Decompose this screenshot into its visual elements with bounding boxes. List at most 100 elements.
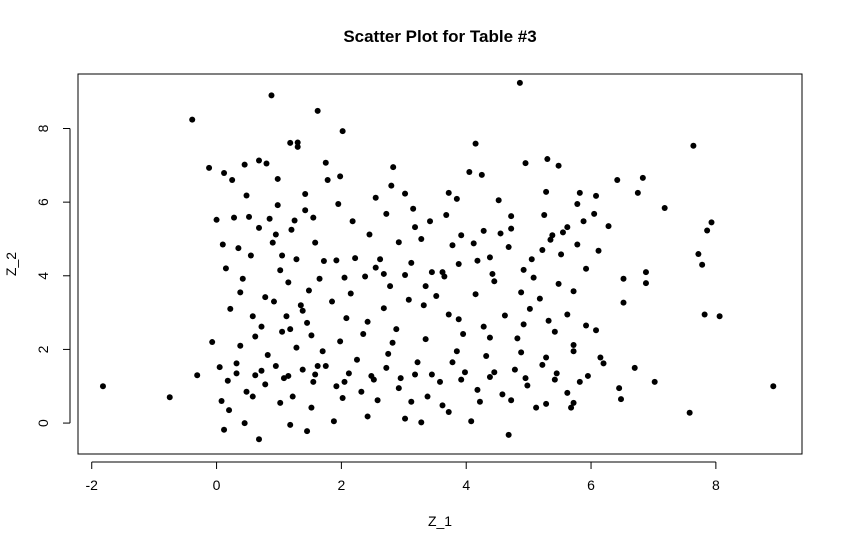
data-point (428, 371, 435, 378)
data-point (380, 305, 387, 312)
data-point (708, 219, 715, 226)
data-point (272, 363, 279, 369)
data-point (639, 174, 646, 181)
data-point (360, 330, 367, 337)
data-point (533, 404, 540, 411)
data-point (312, 371, 319, 378)
data-point (699, 261, 706, 268)
data-point (299, 307, 306, 314)
data-point (522, 375, 529, 382)
data-point (486, 374, 493, 381)
data-point (274, 202, 281, 209)
data-point (620, 299, 627, 306)
x-tick-label: -2 (86, 477, 99, 493)
data-point (564, 224, 571, 231)
data-point (412, 371, 419, 378)
data-point (474, 257, 481, 264)
data-point (395, 239, 402, 246)
data-point (591, 210, 598, 217)
data-point (453, 195, 460, 202)
data-point (410, 205, 417, 212)
data-point (279, 252, 286, 259)
data-point (274, 175, 281, 182)
data-point (701, 311, 708, 318)
data-point (405, 296, 412, 303)
data-point (642, 269, 649, 276)
data-point (583, 322, 590, 329)
data-point (480, 227, 487, 234)
data-point (402, 272, 409, 279)
data-point (661, 205, 668, 212)
data-point (455, 316, 462, 323)
data-point (314, 107, 321, 114)
data-point (544, 156, 551, 163)
data-point (243, 192, 250, 199)
data-point (478, 171, 485, 178)
data-point (620, 275, 627, 282)
data-point (449, 359, 456, 366)
data-point (241, 161, 248, 168)
data-point (383, 210, 390, 217)
data-point (458, 376, 465, 383)
data-point (564, 311, 571, 318)
data-point (402, 190, 409, 197)
data-point (302, 191, 309, 198)
data-point (383, 364, 390, 371)
data-point (395, 385, 402, 392)
data-point (362, 273, 369, 280)
data-point (445, 189, 452, 196)
data-point (293, 256, 300, 263)
data-point (352, 255, 359, 262)
data-point (695, 251, 702, 258)
x-axis: -2 0 2 4 6 8 (86, 461, 720, 493)
data-point (297, 302, 304, 309)
x-tick-label: 4 (462, 477, 470, 493)
data-point (539, 247, 546, 254)
data-point (568, 404, 575, 411)
x-tick-label: 0 (213, 477, 221, 493)
data-point (445, 311, 452, 318)
data-point (453, 348, 460, 355)
data-point (287, 421, 294, 428)
data-point (393, 326, 400, 333)
data-point (285, 372, 292, 379)
data-point (268, 92, 275, 99)
data-point (690, 142, 697, 149)
data-point (528, 256, 535, 263)
data-point (256, 436, 262, 443)
data-point (283, 313, 290, 320)
data-point (501, 312, 508, 319)
data-point (218, 397, 225, 404)
data-point (570, 342, 577, 349)
data-point (580, 218, 587, 225)
data-point (333, 383, 340, 390)
data-point (374, 397, 381, 404)
data-point (461, 369, 468, 376)
data-point (497, 230, 504, 237)
y-tick-label: 6 (35, 198, 51, 206)
data-point (418, 419, 425, 426)
y-tick-label: 0 (35, 419, 51, 427)
data-point (209, 339, 216, 346)
data-points (99, 79, 777, 443)
data-point (541, 212, 548, 219)
data-point (353, 356, 360, 363)
data-point (389, 339, 396, 346)
data-point (508, 397, 515, 404)
y-axis-label: Z_2 (3, 252, 19, 276)
data-point (249, 313, 256, 320)
data-point (335, 200, 342, 207)
x-tick-label: 6 (587, 477, 595, 493)
data-point (213, 216, 220, 223)
data-point (237, 289, 244, 296)
data-point (247, 252, 254, 259)
data-point (551, 376, 558, 383)
data-point (387, 283, 394, 290)
data-point (539, 361, 546, 368)
data-point (472, 140, 479, 147)
data-point (324, 177, 331, 184)
data-point (299, 366, 306, 373)
data-point (206, 164, 213, 171)
data-point (686, 409, 693, 416)
